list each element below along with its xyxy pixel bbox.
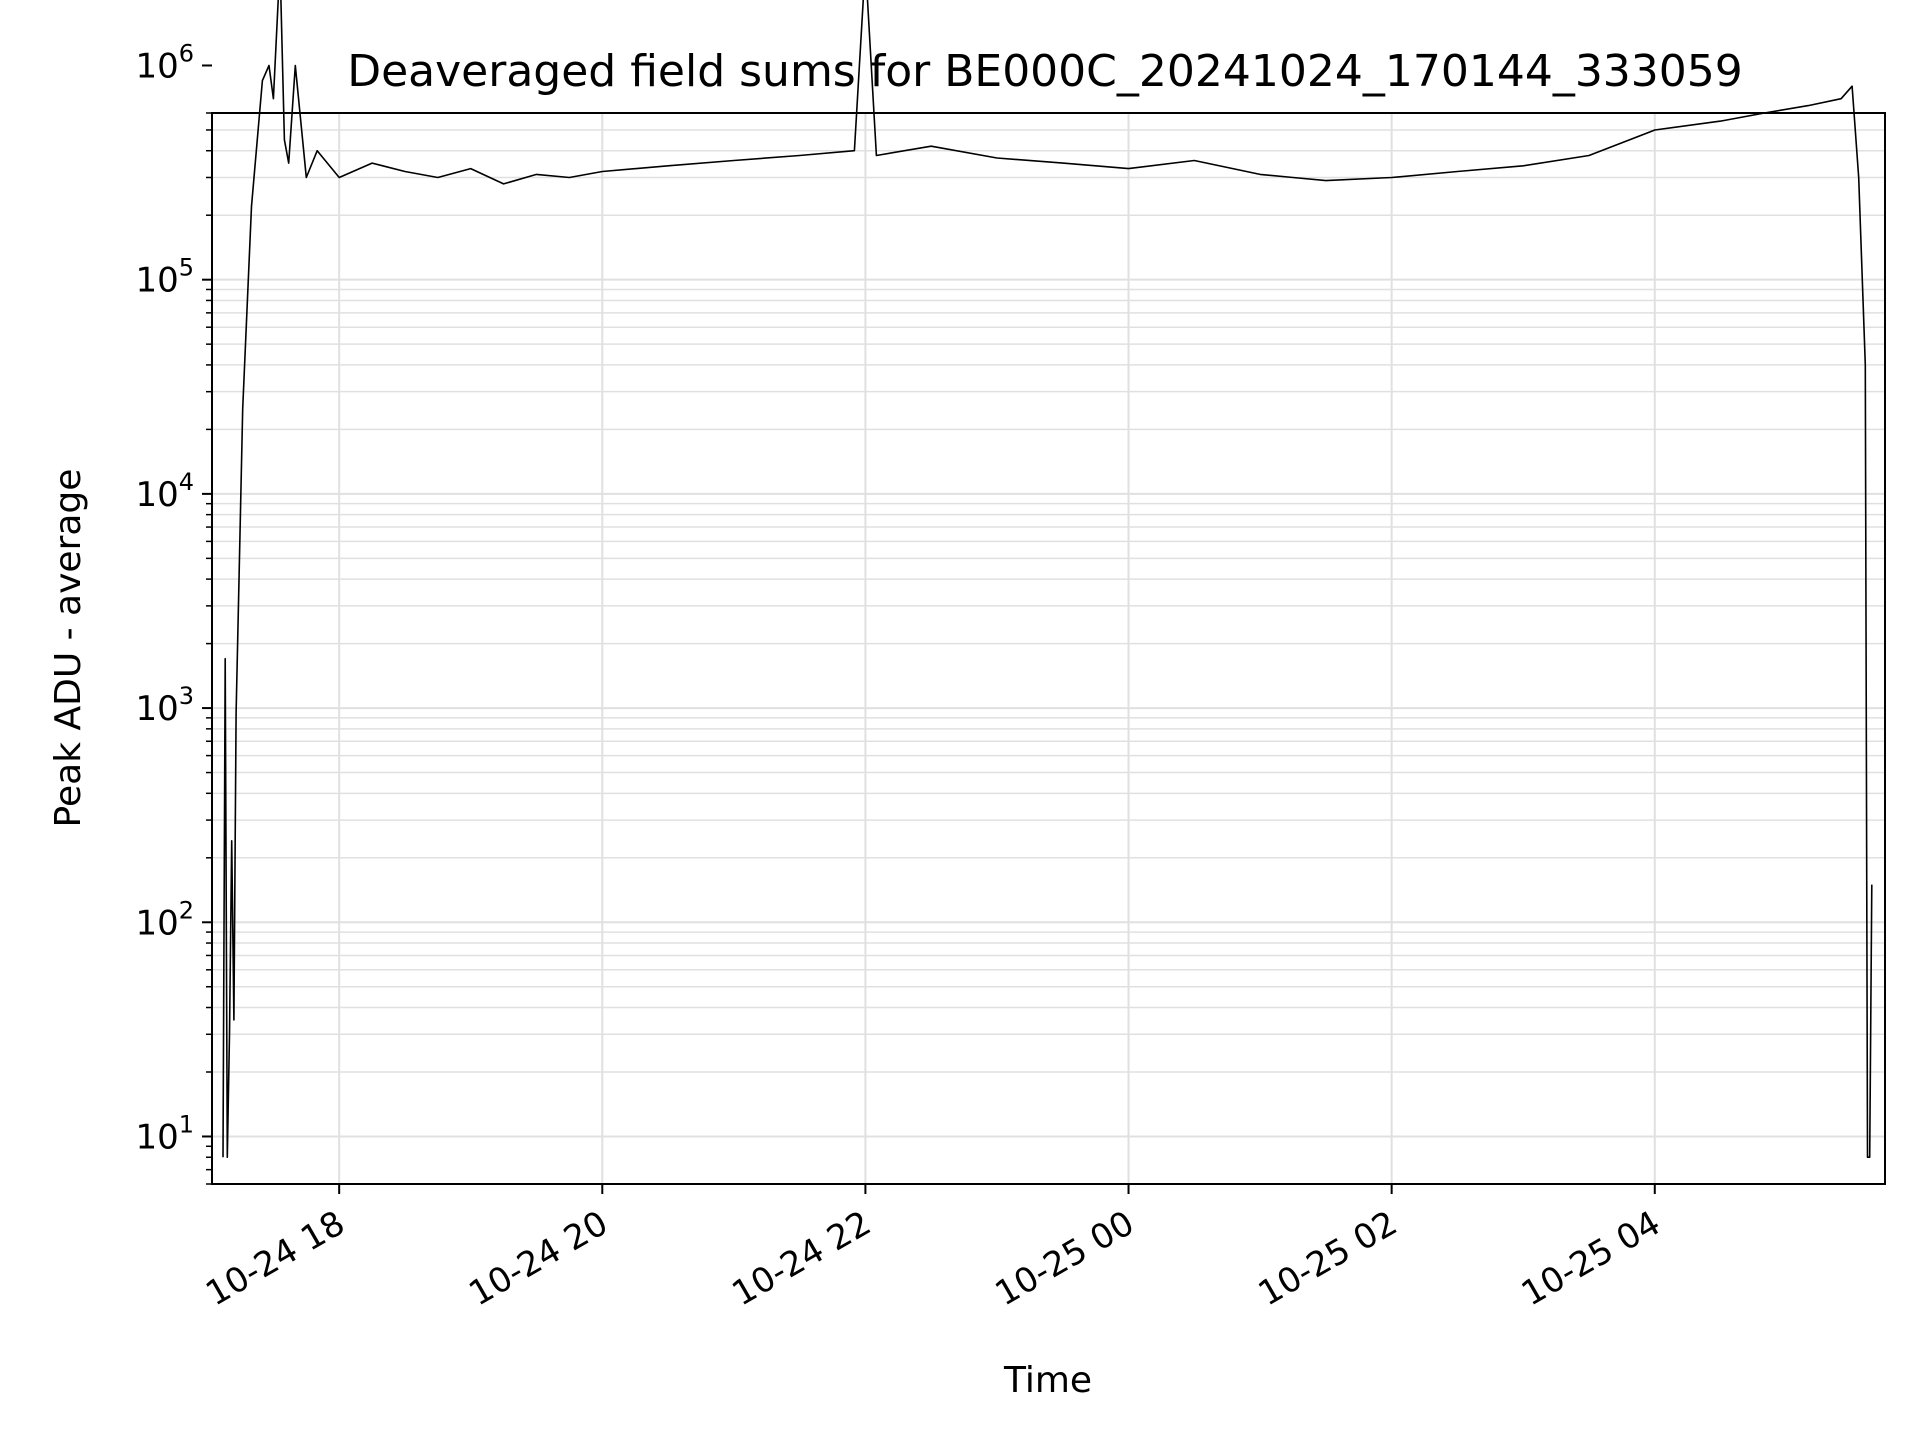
y-tick-label: 105 xyxy=(135,254,194,301)
y-axis: 101 102 103 104 105 106 xyxy=(135,39,212,1185)
y-tick-label: 102 xyxy=(135,896,194,943)
series-line-0 xyxy=(222,0,1873,1158)
series-layer xyxy=(222,0,1873,1158)
y-tick-label: 104 xyxy=(135,468,194,515)
plot-frame xyxy=(211,112,1886,1185)
chart-title: Deaveraged field sums for BE000C_2024102… xyxy=(347,46,1743,97)
y-tick-label: 101 xyxy=(135,1110,194,1157)
y-tick-label: 106 xyxy=(135,39,194,86)
x-axis-label: Time xyxy=(1003,1360,1092,1401)
grid xyxy=(212,112,1885,1184)
y-tick-label: 103 xyxy=(135,682,194,729)
y-axis-label: Peak ADU - average xyxy=(48,469,89,828)
